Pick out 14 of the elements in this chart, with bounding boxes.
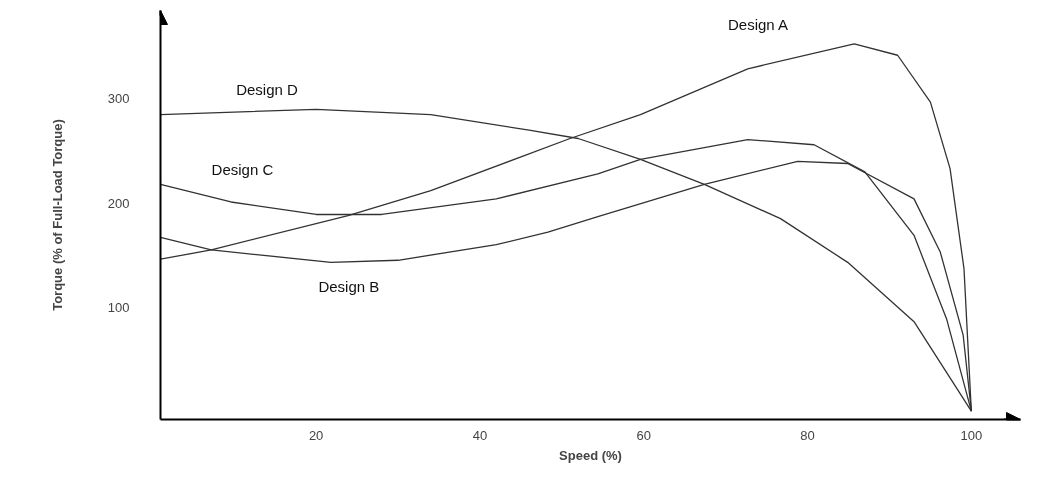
y-tick-label: 200: [107, 195, 130, 211]
series-label: Design A: [727, 15, 789, 33]
x-tick-label: 80: [800, 427, 815, 443]
series-label: Design C: [211, 161, 274, 179]
x-tick-label: 60: [636, 427, 651, 443]
x-tick-label: 40: [472, 427, 488, 443]
x-tick-label: 100: [960, 427, 983, 443]
y-tick-label: 100: [107, 299, 130, 315]
series-label: Design B: [318, 277, 380, 295]
x-axis-title: Speed (%): [559, 447, 622, 463]
x-tick-label: 20: [308, 427, 324, 443]
y-tick-label: 300: [107, 91, 130, 107]
series-label: Design D: [236, 81, 298, 99]
y-axis-title: Torque (% of Full-Load Torque): [49, 119, 65, 311]
